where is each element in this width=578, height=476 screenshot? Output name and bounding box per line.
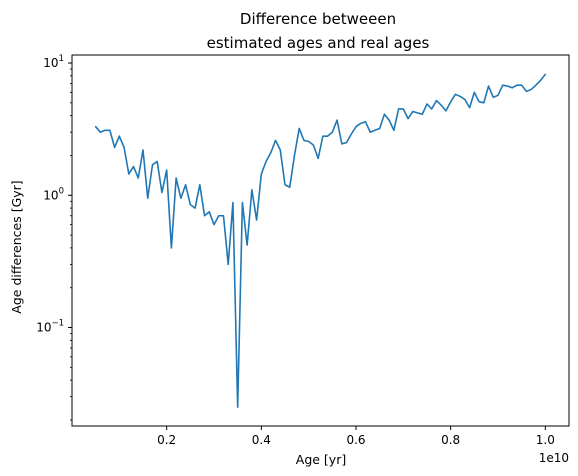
x-tick-label: 1.0	[536, 433, 555, 447]
y-tick-label-base: 10	[43, 188, 58, 202]
chart-title-line-1: Difference betweeen	[240, 10, 396, 28]
y-tick-label-exponent: −1	[51, 319, 64, 329]
x-tick-label: 0.2	[157, 433, 176, 447]
y-tick-label-base: 10	[43, 56, 58, 70]
y-tick-label: 100	[43, 186, 64, 202]
series-layer	[94, 73, 547, 408]
x-axis-offset-label: 1e10	[539, 451, 569, 465]
y-tick-label-base: 10	[36, 321, 51, 335]
y-tick-label: 101	[43, 54, 64, 70]
plot-area-frame	[71, 54, 570, 427]
x-tick-label: 0.4	[252, 433, 271, 447]
chart-title-line-2: estimated ages and real ages	[207, 34, 430, 52]
series-line	[94, 73, 547, 408]
y-tick-label: 10−1	[36, 319, 64, 335]
y-tick-label-exponent: 1	[59, 54, 64, 64]
x-axis-label: Age [yr]	[296, 452, 346, 467]
x-tick-label: 0.6	[346, 433, 365, 447]
y-tick-label-exponent: 0	[59, 186, 64, 196]
x-axis-ticks: 0.2 0.4 0.6 0.8 1.0	[157, 426, 555, 447]
x-tick-label: 0.8	[441, 433, 460, 447]
y-axis-label: Age differences [Gyr]	[9, 180, 24, 313]
